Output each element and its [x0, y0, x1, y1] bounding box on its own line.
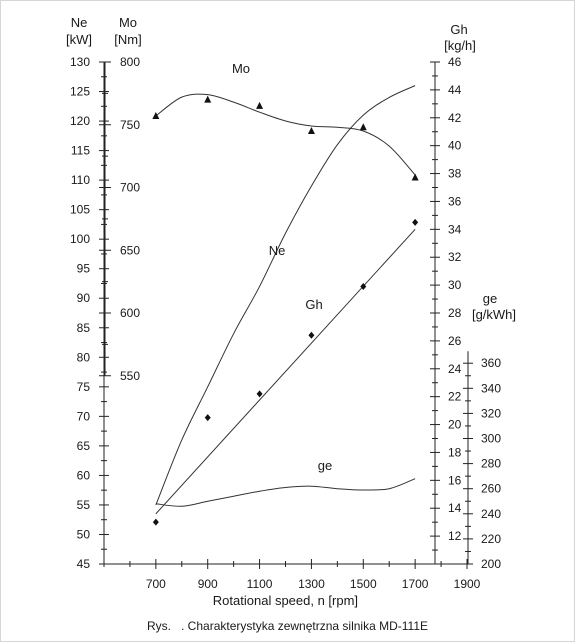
x-tick-label: 1300 [298, 577, 325, 591]
gh-tick-label: 44 [448, 83, 462, 97]
caption-text: . Charakterystyka zewnętrzna silnika MD-… [181, 619, 428, 633]
ne-tick-label: 130 [70, 55, 90, 69]
gh-tick-label: 42 [448, 111, 462, 125]
gh-tick-label: 24 [448, 362, 462, 376]
gh-axis-title: Gh [450, 22, 467, 37]
series-point-mo [204, 95, 212, 103]
ne-tick-label: 75 [77, 380, 91, 394]
ge-tick-label: 300 [481, 432, 501, 446]
ge-axis-unit: [g/kWh] [472, 307, 516, 322]
mo-tick-label: 650 [120, 243, 140, 257]
series-point-gh [204, 414, 211, 422]
series-point-gh [360, 283, 367, 291]
gh-tick-label: 40 [448, 139, 462, 153]
ne-tick-label: 70 [77, 409, 91, 423]
x-tick-label: 900 [198, 577, 218, 591]
mo-tick-label: 800 [120, 55, 140, 69]
ne-tick-label: 65 [77, 439, 91, 453]
gh-tick-label: 30 [448, 278, 462, 292]
mo-tick-label: 700 [120, 181, 140, 195]
gh-tick-label: 12 [448, 529, 462, 543]
ne-tick-label: 90 [77, 291, 91, 305]
ne-tick-label: 95 [77, 262, 91, 276]
series-line-mo [155, 93, 416, 176]
gh-tick-label: 18 [448, 445, 462, 459]
series-point-mo [411, 173, 419, 181]
x-tick-label: 1100 [247, 577, 273, 591]
ne-tick-label: 110 [71, 173, 90, 187]
ne-tick-label: 50 [77, 527, 91, 541]
ge-tick-label: 360 [481, 356, 501, 370]
ge-tick-label: 320 [481, 406, 501, 420]
ne-tick-label: 55 [77, 498, 91, 512]
ne-tick-label: 105 [70, 203, 90, 217]
ge-tick-label: 240 [481, 507, 501, 521]
ge-tick-label: 340 [481, 381, 501, 395]
series-point-gh [256, 390, 263, 398]
x-axis-label: Rotational speed, n [rpm] [213, 593, 358, 608]
gh-tick-label: 26 [448, 334, 462, 348]
gh-tick-label: 14 [448, 501, 462, 515]
ne-tick-label: 100 [70, 232, 90, 246]
ge-tick-label: 280 [481, 457, 501, 471]
x-tick-label: 700 [146, 577, 166, 591]
series-label-mo: Mo [232, 61, 250, 76]
series-point-gh [308, 331, 315, 339]
ne-tick-label: 120 [70, 114, 90, 128]
ge-tick-label: 220 [481, 532, 501, 546]
series-point-mo [359, 123, 367, 131]
ge-tick-label: 260 [481, 482, 501, 496]
gh-tick-label: 38 [448, 167, 462, 181]
series-line-ne [155, 85, 416, 506]
figure-caption: Rys. . Charakterystyka zewnętrzna silnik… [0, 619, 575, 633]
gh-tick-label: 28 [448, 306, 462, 320]
ge-axis-title: ge [483, 291, 497, 306]
series-line-ge [155, 478, 416, 507]
ne-axis-title: Ne [71, 15, 88, 30]
series-label-gh: Gh [305, 297, 322, 312]
ne-tick-label: 45 [77, 557, 91, 571]
x-tick-label: 1700 [402, 577, 429, 591]
gh-tick-label: 36 [448, 194, 462, 208]
series-label-ne: Ne [269, 243, 286, 258]
mo-axis-unit: [Nm] [114, 32, 141, 47]
mo-tick-label: 600 [120, 306, 140, 320]
gh-tick-label: 46 [448, 55, 462, 69]
series-label-ge: ge [318, 458, 332, 473]
mo-tick-label: 750 [120, 118, 140, 132]
series-point-mo [256, 101, 264, 109]
ne-tick-label: 60 [77, 468, 91, 482]
ne-tick-label: 115 [71, 144, 90, 158]
x-tick-label: 1500 [350, 577, 377, 591]
series-point-gh [152, 518, 159, 526]
ne-tick-label: 85 [77, 321, 91, 335]
gh-tick-label: 20 [448, 418, 462, 432]
gh-tick-label: 34 [448, 222, 462, 236]
series-point-gh [412, 218, 419, 226]
ne-tick-label: 80 [77, 350, 91, 364]
caption-prefix: Rys. [147, 619, 171, 633]
ne-axis-unit: [kW] [66, 32, 92, 47]
gh-tick-label: 16 [448, 473, 462, 487]
series-point-mo [307, 127, 315, 135]
series-line-gh [155, 228, 416, 515]
gh-axis-unit: [kg/h] [444, 38, 476, 53]
ne-tick-label: 125 [70, 85, 90, 99]
mo-axis-title: Mo [119, 15, 137, 30]
gh-tick-label: 22 [448, 390, 462, 404]
x-tick-label: 1900 [454, 577, 481, 591]
gh-tick-label: 32 [448, 250, 462, 264]
series-point-mo [152, 111, 160, 119]
mo-tick-label: 550 [120, 369, 140, 383]
ge-tick-label: 200 [481, 557, 501, 571]
